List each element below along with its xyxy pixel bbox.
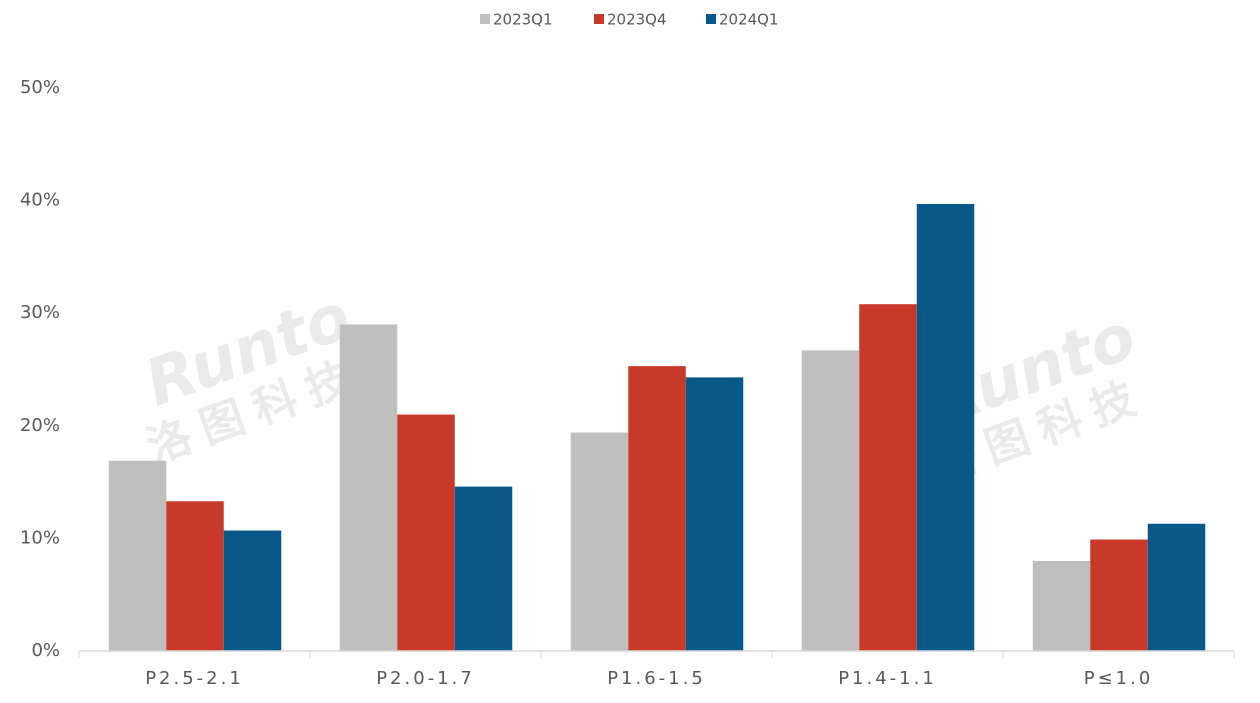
legend-swatch xyxy=(594,14,604,24)
bar xyxy=(108,460,167,651)
y-tick-label: 50% xyxy=(20,77,60,98)
bar xyxy=(454,486,513,651)
bar xyxy=(397,414,455,651)
bar xyxy=(628,366,686,651)
bar xyxy=(1090,539,1148,651)
bar xyxy=(685,377,744,651)
x-tick-label: P1.4-1.1 xyxy=(838,668,937,689)
bar xyxy=(1147,523,1206,651)
bar xyxy=(570,432,629,651)
x-tick-label: P≤1.0 xyxy=(1084,668,1154,689)
legend-label: 2023Q1 xyxy=(493,11,553,29)
legend-label: 2024Q1 xyxy=(719,11,779,29)
legend-swatch xyxy=(480,14,490,24)
bar xyxy=(339,324,398,651)
x-tick-label: P2.5-2.1 xyxy=(145,668,244,689)
y-tick-label: 20% xyxy=(20,415,60,436)
y-tick-label: 40% xyxy=(20,190,60,211)
bar xyxy=(801,350,860,651)
bar xyxy=(223,530,282,651)
y-tick-label: 30% xyxy=(20,302,60,323)
legend-label: 2023Q4 xyxy=(607,11,667,29)
x-tick-label: P2.0-1.7 xyxy=(376,668,475,689)
bar xyxy=(166,501,224,651)
bar xyxy=(859,304,917,651)
bar xyxy=(1032,560,1091,651)
bar xyxy=(916,203,975,651)
y-tick-label: 10% xyxy=(20,527,60,548)
legend-swatch xyxy=(706,14,716,24)
y-tick-label: 0% xyxy=(31,640,60,661)
x-tick-label: P1.6-1.5 xyxy=(607,668,706,689)
